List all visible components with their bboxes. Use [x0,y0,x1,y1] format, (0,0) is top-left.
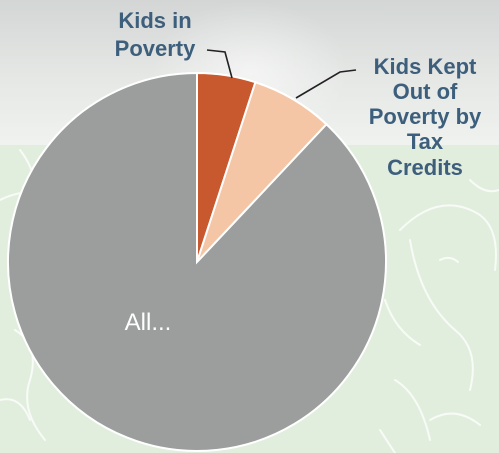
label-kids-in-poverty-line1: Kids in [118,8,191,33]
label-kids-in-poverty-line2: Poverty [115,36,196,61]
label-kids-kept-out-line4: Tax [407,129,444,154]
leader-line-kids-kept-out [295,69,357,99]
leader-line-kids-in-poverty [206,49,233,79]
leader-lines [206,49,357,99]
label-all: All... [125,309,172,336]
label-kids-kept-out-line1: Kids Kept [374,54,477,79]
label-kids-kept-out-line5: Credits [387,155,463,180]
pie-slices [7,71,387,452]
pie-slice-kids-kept-out [196,80,328,263]
label-kids-kept-out-line3: Poverty by [369,104,482,129]
label-kids-kept-out-line2: Out of [393,79,458,104]
